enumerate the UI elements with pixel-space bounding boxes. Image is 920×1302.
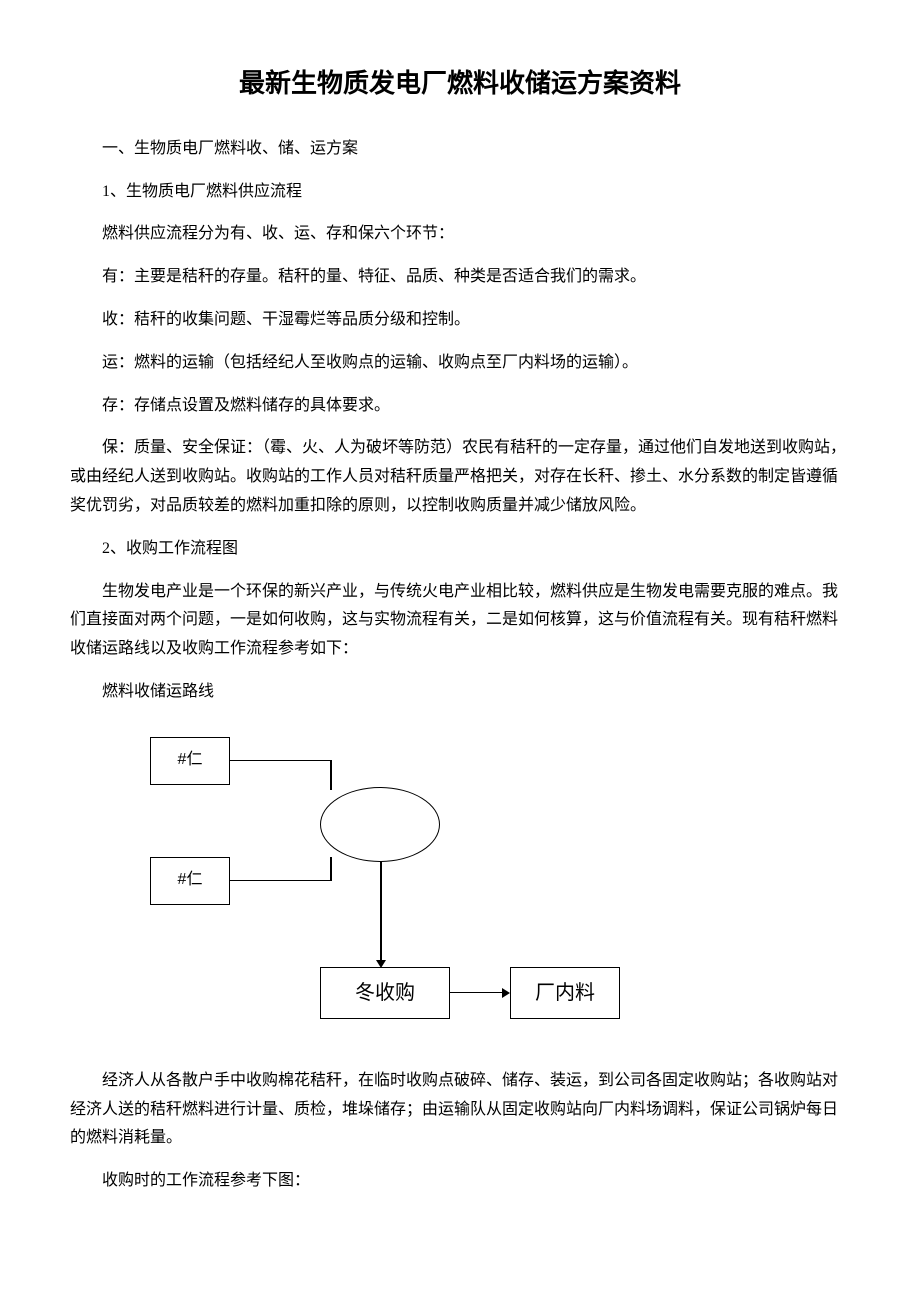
flowchart-edge-arrow xyxy=(450,992,502,994)
flowchart-edge xyxy=(230,880,330,882)
flow-reference: 收购时的工作流程参考下图： xyxy=(70,1167,850,1196)
flowchart-node-factory: 厂内料 xyxy=(510,967,620,1019)
route-label: 燃料收储运路线 xyxy=(70,678,850,707)
flowchart-diagram: #仁 #仁 冬收购 厂内料 xyxy=(150,727,630,1037)
step-yun: 运：燃料的运输（包括经纪人至收购点的运输、收购点至厂内料场的运输）。 xyxy=(70,349,850,378)
flowchart-node-ellipse xyxy=(320,787,440,862)
section-1-heading: 一、生物质电厂燃料收、储、运方案 xyxy=(70,135,850,164)
step-bao: 保：质量、安全保证：（霉、火、人为破坏等防范）农民有秸秆的一定存量，通过他们自发… xyxy=(70,434,850,520)
flowchart-node-purchase: 冬收购 xyxy=(320,967,450,1019)
section-1-2-heading: 2、收购工作流程图 xyxy=(70,535,850,564)
flowchart-edge xyxy=(330,857,332,881)
flowchart-node-source2: #仁 xyxy=(150,857,230,905)
after-diagram-text: 经济人从各散户手中收购棉花秸秆，在临时收购点破碎、储存、装运，到公司各固定收购站… xyxy=(70,1067,850,1153)
step-cun: 存：存储点设置及燃料储存的具体要求。 xyxy=(70,392,850,421)
flowchart-edge xyxy=(330,760,332,790)
document-title: 最新生物质发电厂燃料收储运方案资料 xyxy=(70,60,850,107)
flowchart-node-source1: #仁 xyxy=(150,737,230,785)
flowchart-edge xyxy=(230,760,330,762)
flowchart-edge-arrow xyxy=(380,862,382,960)
supply-process-intro: 燃料供应流程分为有、收、运、存和保六个环节： xyxy=(70,220,850,249)
section-1-1-heading: 1、生物质电厂燃料供应流程 xyxy=(70,178,850,207)
section-1-2-intro: 生物发电产业是一个环保的新兴产业，与传统火电产业相比较，燃料供应是生物发电需要克… xyxy=(70,578,850,664)
step-you: 有：主要是秸秆的存量。秸秆的量、特征、品质、种类是否适合我们的需求。 xyxy=(70,263,850,292)
step-shou: 收：秸秆的收集问题、干湿霉烂等品质分级和控制。 xyxy=(70,306,850,335)
